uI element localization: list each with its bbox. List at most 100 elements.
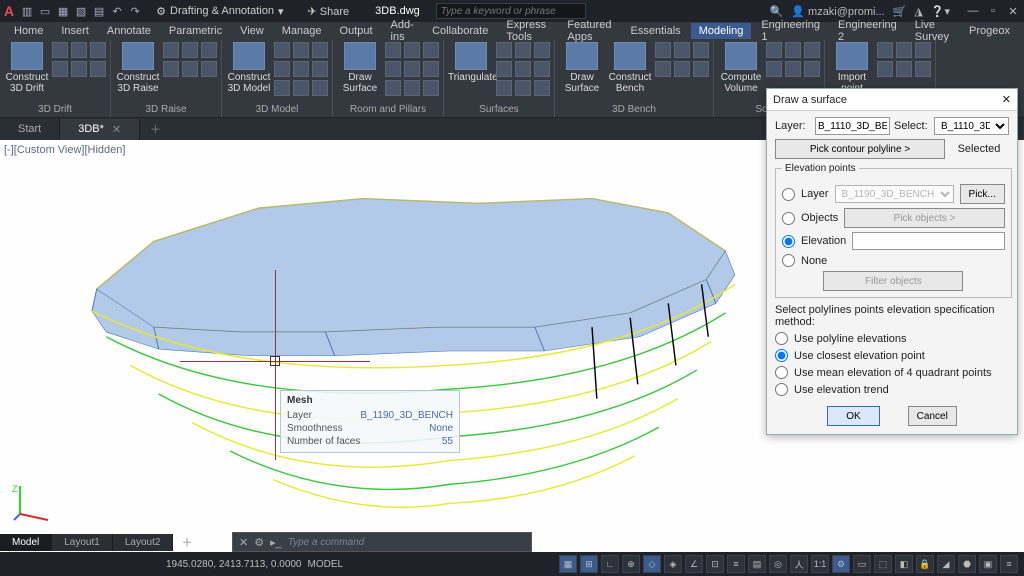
toggle-ortho-icon[interactable]: ∟ bbox=[601, 555, 619, 573]
ribbon-small-btn[interactable] bbox=[693, 61, 709, 77]
ribbon-small-btn[interactable] bbox=[804, 42, 820, 58]
toggle-3dosnap-icon[interactable]: ◈ bbox=[664, 555, 682, 573]
menu-tab-home[interactable]: Home bbox=[6, 23, 51, 39]
ribbon-small-btn[interactable] bbox=[766, 42, 782, 58]
menu-tab-output[interactable]: Output bbox=[332, 23, 381, 39]
ribbon-small-btn[interactable] bbox=[655, 61, 671, 77]
ribbon-small-btn[interactable] bbox=[293, 42, 309, 58]
menu-tab-collaborate[interactable]: Collaborate bbox=[424, 23, 496, 39]
close-icon[interactable]: ✕ bbox=[1006, 5, 1020, 18]
ribbon-small-btn[interactable] bbox=[496, 61, 512, 77]
qat-new-icon[interactable]: ▥ bbox=[20, 4, 34, 18]
tab-model[interactable]: Model bbox=[0, 534, 52, 551]
ribbon-small-btn[interactable] bbox=[877, 42, 893, 58]
radio-objects[interactable] bbox=[782, 212, 795, 225]
toggle-hw-icon[interactable]: ⬣ bbox=[958, 555, 976, 573]
toggle-lock-icon[interactable]: 🔒 bbox=[916, 555, 934, 573]
ribbon-small-btn[interactable] bbox=[90, 42, 106, 58]
ribbon-small-btn[interactable] bbox=[496, 80, 512, 96]
menu-tab-manage[interactable]: Manage bbox=[274, 23, 330, 39]
radio-closest[interactable] bbox=[775, 349, 788, 362]
toggle-polar-icon[interactable]: ⊕ bbox=[622, 555, 640, 573]
ribbon-small-btn[interactable] bbox=[423, 80, 439, 96]
viewport-label[interactable]: [-][Custom View][Hidden] bbox=[4, 144, 125, 156]
ribbon-small-btn[interactable] bbox=[877, 61, 893, 77]
ribbon-small-btn[interactable] bbox=[515, 42, 531, 58]
toggle-mon-icon[interactable]: ▭ bbox=[853, 555, 871, 573]
radio-trend[interactable] bbox=[775, 383, 788, 396]
restore-icon[interactable]: ▫ bbox=[986, 5, 1000, 18]
ribbon-small-btn[interactable] bbox=[71, 61, 87, 77]
ribbon-small-btn[interactable] bbox=[274, 42, 290, 58]
ribbon-small-btn[interactable] bbox=[52, 61, 68, 77]
toggle-scale-icon[interactable]: 1:1 bbox=[811, 555, 829, 573]
ribbon-btn-triangulate-[interactable]: Triangulate bbox=[448, 42, 494, 83]
toggle-clean-icon[interactable]: ▣ bbox=[979, 555, 997, 573]
toggle-ws-icon[interactable]: ⚙ bbox=[832, 555, 850, 573]
ribbon-small-btn[interactable] bbox=[293, 80, 309, 96]
ribbon-small-btn[interactable] bbox=[515, 61, 531, 77]
ribbon-small-btn[interactable] bbox=[385, 80, 401, 96]
ribbon-small-btn[interactable] bbox=[785, 61, 801, 77]
ribbon-small-btn[interactable] bbox=[90, 61, 106, 77]
minimize-icon[interactable]: — bbox=[966, 5, 980, 18]
toggle-osnap-icon[interactable]: ◇ bbox=[643, 555, 661, 573]
ribbon-small-btn[interactable] bbox=[896, 42, 912, 58]
ribbon-small-btn[interactable] bbox=[423, 42, 439, 58]
ok-button[interactable]: OK bbox=[827, 406, 879, 426]
ribbon-small-btn[interactable] bbox=[496, 42, 512, 58]
ribbon-small-btn[interactable] bbox=[274, 80, 290, 96]
toggle-ann-icon[interactable]: 人 bbox=[790, 555, 808, 573]
ribbon-small-btn[interactable] bbox=[534, 61, 550, 77]
search-icon[interactable]: 🔍 bbox=[770, 5, 784, 18]
ribbon-small-btn[interactable] bbox=[52, 42, 68, 58]
ribbon-small-btn[interactable] bbox=[674, 61, 690, 77]
menu-tab-modeling[interactable]: Modeling bbox=[691, 23, 752, 39]
ribbon-small-btn[interactable] bbox=[312, 61, 328, 77]
cancel-button[interactable]: Cancel bbox=[908, 406, 957, 426]
ribbon-small-btn[interactable] bbox=[693, 42, 709, 58]
ribbon-small-btn[interactable] bbox=[385, 42, 401, 58]
radio-layer[interactable] bbox=[782, 188, 795, 201]
ribbon-small-btn[interactable] bbox=[274, 61, 290, 77]
toggle-transp-icon[interactable]: ▤ bbox=[748, 555, 766, 573]
tab-layout2[interactable]: Layout2 bbox=[113, 534, 174, 551]
ribbon-small-btn[interactable] bbox=[534, 80, 550, 96]
workspace-switcher[interactable]: ⚙ Drafting & Annotation ▾ bbox=[148, 5, 291, 18]
radio-elevation[interactable] bbox=[782, 235, 795, 248]
menu-tab-essentials[interactable]: Essentials bbox=[623, 23, 689, 39]
app-icon[interactable]: ◮ bbox=[914, 5, 922, 18]
cart-icon[interactable]: 🛒 bbox=[893, 5, 907, 18]
elevation-input[interactable] bbox=[852, 232, 1005, 250]
toggle-units-icon[interactable]: ⬚ bbox=[874, 555, 892, 573]
ribbon-small-btn[interactable] bbox=[655, 42, 671, 58]
menu-tab-insert[interactable]: Insert bbox=[53, 23, 97, 39]
toggle-dyn-icon[interactable]: ⊡ bbox=[706, 555, 724, 573]
ribbon-small-btn[interactable] bbox=[915, 42, 931, 58]
ribbon-btn-construct-bench[interactable]: ConstructBench bbox=[607, 42, 653, 94]
ribbon-btn-draw-surface[interactable]: DrawSurface bbox=[337, 42, 383, 94]
pick-contour-button[interactable]: Pick contour polyline > bbox=[775, 139, 945, 159]
ribbon-small-btn[interactable] bbox=[674, 42, 690, 58]
radio-none[interactable] bbox=[782, 254, 795, 267]
toggle-lwt-icon[interactable]: ≡ bbox=[727, 555, 745, 573]
ribbon-small-btn[interactable] bbox=[71, 42, 87, 58]
ep-layer-pick-button[interactable]: Pick... bbox=[960, 184, 1005, 204]
tab-close-icon[interactable]: ✕ bbox=[112, 123, 121, 136]
ribbon-small-btn[interactable] bbox=[804, 61, 820, 77]
ribbon-small-btn[interactable] bbox=[404, 80, 420, 96]
ribbon-small-btn[interactable] bbox=[201, 61, 217, 77]
status-menu-icon[interactable]: ≡ bbox=[1000, 555, 1018, 573]
select-layer-dropdown[interactable]: B_1110_3D_BENC bbox=[934, 117, 1009, 135]
ribbon-small-btn[interactable] bbox=[785, 42, 801, 58]
ribbon-btn-draw-surface[interactable]: DrawSurface bbox=[559, 42, 605, 94]
ribbon-small-btn[interactable] bbox=[182, 61, 198, 77]
cmd-customize-icon[interactable]: ⚙ bbox=[254, 536, 264, 549]
qat-redo-icon[interactable]: ↷ bbox=[128, 4, 142, 18]
ribbon-btn-compute-volume[interactable]: ComputeVolume bbox=[718, 42, 764, 94]
ribbon-small-btn[interactable] bbox=[515, 80, 531, 96]
doc-tab-active[interactable]: 3DB*✕ bbox=[60, 119, 140, 140]
tab-layout1[interactable]: Layout1 bbox=[52, 534, 113, 551]
help-icon[interactable]: ❔▾ bbox=[931, 5, 950, 18]
doc-tab-start[interactable]: Start bbox=[0, 119, 60, 139]
